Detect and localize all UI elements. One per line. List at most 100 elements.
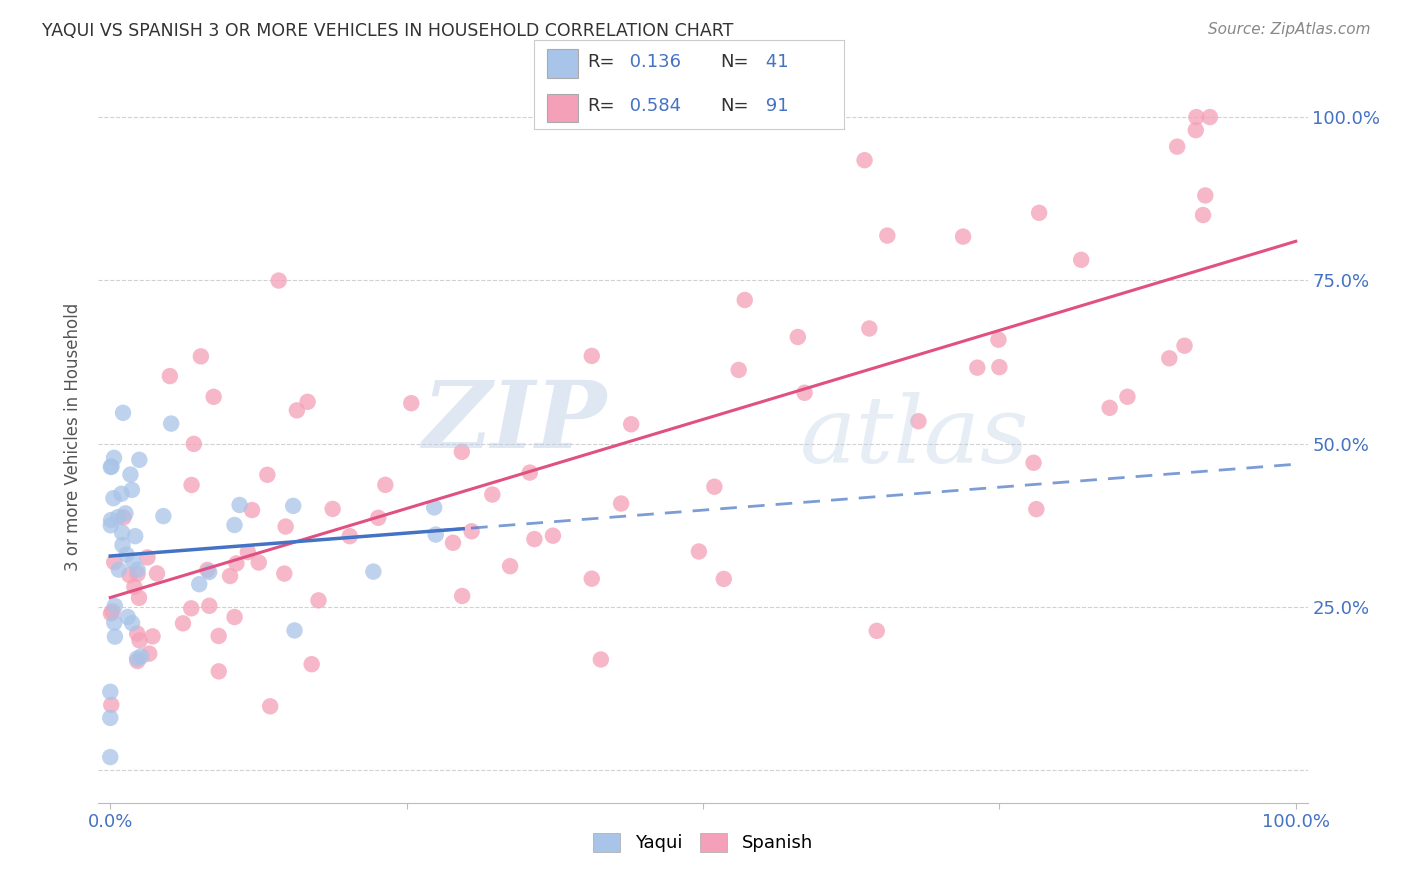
Point (108, 563, 131, 577)
Point (952, 229, 974, 244)
Point (146, 566, 169, 581)
Point (423, 500, 446, 515)
Point (190, 350, 212, 364)
Point (112, 510, 135, 524)
Point (183, 437, 205, 451)
Text: 0.136: 0.136 (624, 53, 681, 70)
Point (124, 580, 146, 594)
Point (160, 417, 183, 431)
Point (1199, 110, 1222, 124)
Y-axis label: 3 or more Vehicles in Household: 3 or more Vehicles in Household (65, 303, 83, 571)
Point (100, 459, 122, 474)
Point (118, 568, 141, 582)
Point (98, 685, 121, 699)
Point (107, 510, 129, 524)
Text: Source: ZipAtlas.com: Source: ZipAtlas.com (1208, 22, 1371, 37)
Point (111, 538, 134, 552)
Point (853, 153, 876, 168)
Point (285, 403, 308, 417)
Point (339, 529, 361, 543)
Point (610, 496, 633, 510)
Point (589, 652, 612, 666)
Point (172, 616, 194, 631)
Point (136, 550, 159, 565)
Point (1025, 502, 1047, 516)
Point (283, 624, 305, 638)
Point (259, 699, 281, 714)
Point (101, 604, 124, 618)
Point (236, 545, 259, 559)
Point (114, 507, 136, 521)
Point (224, 610, 246, 624)
Point (987, 333, 1010, 347)
Point (127, 626, 149, 640)
Point (125, 651, 148, 665)
Point (1194, 188, 1216, 202)
Point (274, 519, 297, 533)
Point (481, 487, 503, 501)
Point (1185, 110, 1208, 124)
Point (581, 572, 603, 586)
Text: 41: 41 (761, 53, 789, 70)
Point (367, 510, 389, 524)
Point (523, 532, 546, 546)
Point (159, 369, 181, 384)
Point (103, 615, 125, 630)
Point (620, 417, 643, 432)
Point (98, 711, 121, 725)
Point (112, 406, 135, 420)
Point (127, 563, 149, 577)
Point (104, 599, 127, 613)
Point (703, 480, 725, 494)
Point (247, 556, 270, 570)
Point (1192, 208, 1215, 222)
Point (1028, 206, 1050, 220)
Point (283, 499, 305, 513)
Point (100, 513, 122, 527)
Point (401, 396, 423, 410)
Bar (547, 94, 578, 122)
Point (450, 445, 472, 459)
Point (858, 321, 880, 335)
Text: N=: N= (720, 53, 748, 70)
Point (111, 525, 134, 540)
Point (1116, 390, 1139, 404)
Point (273, 566, 295, 581)
Text: ZIP: ZIP (422, 377, 606, 467)
Point (363, 565, 385, 579)
Point (713, 572, 735, 586)
Point (180, 478, 202, 492)
Point (256, 467, 278, 482)
Point (519, 466, 541, 480)
Point (907, 414, 929, 428)
Point (727, 363, 749, 377)
Point (734, 293, 756, 307)
Point (581, 349, 603, 363)
Point (117, 610, 139, 624)
Point (966, 360, 988, 375)
Point (308, 593, 330, 607)
Point (228, 498, 250, 512)
Point (866, 624, 889, 638)
Text: R=: R= (586, 97, 614, 115)
Text: N=: N= (720, 97, 748, 115)
Point (1022, 456, 1045, 470)
Point (180, 601, 202, 615)
Point (208, 629, 231, 643)
Point (197, 563, 219, 577)
Point (103, 491, 125, 506)
Legend: Yaqui, Spanish: Yaqui, Spanish (586, 826, 820, 860)
Point (110, 487, 132, 501)
Point (141, 629, 163, 643)
Point (124, 529, 146, 543)
Point (208, 665, 231, 679)
Point (297, 394, 319, 409)
Point (460, 524, 482, 539)
Text: YAQUI VS SPANISH 3 OR MORE VEHICLES IN HOUSEHOLD CORRELATION CHART: YAQUI VS SPANISH 3 OR MORE VEHICLES IN H… (42, 22, 734, 40)
Point (499, 559, 522, 574)
Point (793, 385, 815, 400)
Point (441, 535, 464, 549)
Point (127, 566, 149, 581)
Point (128, 591, 150, 605)
Point (541, 529, 564, 543)
